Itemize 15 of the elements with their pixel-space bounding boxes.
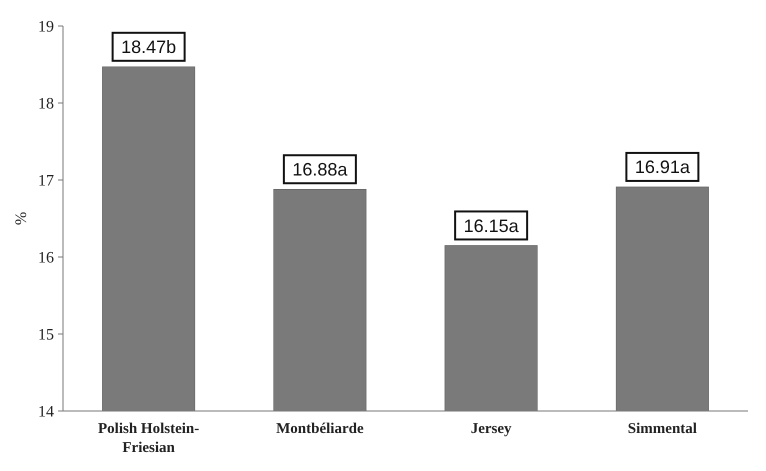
- y-tick-label: 14: [38, 404, 54, 421]
- y-tick-label: 15: [38, 326, 54, 344]
- y-tick-label: 17: [38, 172, 54, 190]
- x-tick-label: Polish Holstein-Friesian: [98, 421, 200, 456]
- x-tick-label: Simmental: [628, 421, 697, 437]
- data-label: 16.88a: [292, 160, 348, 180]
- y-tick-label: 16: [38, 250, 54, 267]
- x-tick-label: Jersey: [470, 421, 512, 437]
- x-tick-label: Montbéliarde: [276, 421, 364, 437]
- data-label: 18.47b: [121, 37, 176, 58]
- y-tick-label: 19: [38, 18, 54, 36]
- y-axis-title: %: [13, 212, 30, 226]
- data-label: 16.91a: [634, 157, 691, 178]
- y-tick-label: 18: [38, 96, 54, 113]
- data-label: 16.15a: [464, 216, 520, 236]
